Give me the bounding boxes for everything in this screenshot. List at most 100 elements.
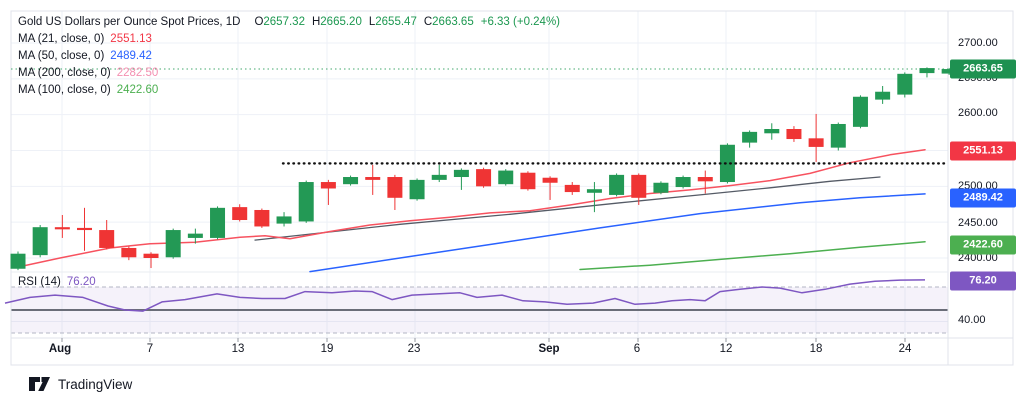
ma-50-label: MA (50, close, 0) <box>18 50 105 62</box>
ma-100-line <box>579 241 926 271</box>
candle-body <box>54 227 70 230</box>
candle-body <box>121 247 137 258</box>
candle-body <box>919 68 935 74</box>
ma-50-value: 2489.42 <box>110 50 152 62</box>
ma-200-value: 2282.50 <box>116 67 159 79</box>
rsi-label: RSI (14) <box>18 276 61 288</box>
tradingview-logo[interactable]: TradingView <box>28 374 132 394</box>
candle-body <box>764 129 780 134</box>
symbol-title-row[interactable]: Gold US Dollars per Ounce Spot Prices, 1… <box>18 14 560 31</box>
candle-body <box>742 131 758 143</box>
candle-body <box>520 172 536 190</box>
candle-body <box>254 209 270 227</box>
rsi-line <box>4 279 926 312</box>
candle-body <box>276 216 292 224</box>
trendline-line <box>254 176 881 241</box>
price-badge: 2551.13 <box>950 141 1016 161</box>
candle-body <box>897 73 913 95</box>
rsi-value: 76.20 <box>66 276 96 288</box>
open-label: O <box>254 16 264 28</box>
ma-21-legend-row[interactable]: MA (21, close, 0) 2551.13 <box>18 31 560 48</box>
candle-body <box>143 253 159 259</box>
candle-body <box>476 169 492 187</box>
ma-100-legend-row[interactable]: MA (100, close, 0) 2422.60 <box>18 82 560 99</box>
candle-body <box>609 174 625 195</box>
candle-body <box>99 230 115 248</box>
ma-50-legend-row[interactable]: MA (50, close, 0) 2489.42 <box>18 48 560 65</box>
close-label: C <box>423 16 433 28</box>
candle-body <box>941 69 957 74</box>
candle-body <box>387 177 403 198</box>
price-badge: 2663.65 <box>950 59 1016 79</box>
symbol-title: Gold US Dollars per Ounce Spot Prices, 1… <box>18 16 241 28</box>
candle-body <box>409 179 425 200</box>
ma-21-label: MA (21, close, 0) <box>18 33 105 45</box>
candle-body <box>586 189 602 193</box>
high-label: H <box>311 16 321 28</box>
price-axis[interactable]: 2700.002650.002600.002500.002450.002400.… <box>948 11 1024 365</box>
time-axis-label: 12 <box>719 343 733 355</box>
time-axis-label: Aug <box>48 343 72 355</box>
candle-body <box>564 184 580 193</box>
high-value: 2665.20 <box>320 16 362 28</box>
candle-body <box>498 170 514 185</box>
candle-body <box>852 96 868 127</box>
change-value: +6.33 (+0.24%) <box>480 16 561 28</box>
time-axis-label: Sep <box>538 343 560 355</box>
candle-body <box>320 182 336 189</box>
low-label: L <box>368 16 376 28</box>
ma-100-label: MA (100, close, 0) <box>18 84 111 96</box>
time-axis-label: 19 <box>320 343 334 355</box>
tradingview-logo-icon <box>29 377 50 391</box>
chart-legend: Gold US Dollars per Ounce Spot Prices, 1… <box>18 14 560 99</box>
ma-21-value: 2551.13 <box>110 33 152 45</box>
candle-body <box>653 182 669 193</box>
candle-body <box>719 144 735 183</box>
price-badge: 76.20 <box>950 271 1016 291</box>
candle-body <box>343 177 359 185</box>
time-axis-label: 7 <box>146 343 154 355</box>
tradingview-wordmark: TradingView <box>58 376 133 392</box>
time-axis-label: 13 <box>231 343 245 355</box>
candle-body <box>77 227 93 231</box>
candle-body <box>631 174 647 198</box>
time-axis-label: 18 <box>809 343 823 355</box>
candle-body <box>786 129 802 140</box>
price-badge: 2489.42 <box>950 188 1016 208</box>
candle-body <box>875 91 891 100</box>
price-axis-label: 40.00 <box>958 314 986 326</box>
price-badge: 2422.60 <box>950 235 1016 255</box>
price-axis-label: 2400.00 <box>958 252 998 264</box>
candle-body <box>830 123 846 148</box>
candle-body <box>365 177 381 180</box>
candle-body <box>697 177 713 182</box>
price-axis-label: 2600.00 <box>958 107 998 119</box>
ma-50-line <box>309 193 926 273</box>
open-value: 2657.32 <box>263 16 305 28</box>
candle-body <box>32 227 48 256</box>
chart-frame-border <box>10 10 1014 366</box>
candle-body <box>165 230 181 258</box>
ma-21-line <box>19 148 926 268</box>
candle-body <box>10 253 26 269</box>
candle-body <box>431 174 447 180</box>
time-axis-label: 23 <box>407 343 421 355</box>
close-value: 2663.65 <box>432 16 474 28</box>
candle-body <box>808 138 824 147</box>
ma-100-value: 2422.60 <box>116 84 159 96</box>
time-axis-label: 24 <box>898 343 912 355</box>
price-axis-label: 2700.00 <box>958 37 998 49</box>
rsi-legend-row[interactable]: RSI (14) 76.20 <box>18 276 96 288</box>
candle-body <box>453 169 469 178</box>
price-axis-label: 2450.00 <box>958 217 998 229</box>
candle-body <box>210 207 226 238</box>
candle-body <box>675 177 691 188</box>
ma-200-legend-row[interactable]: MA (200, close, 0) 2282.50 <box>18 65 560 82</box>
low-value: 2655.47 <box>375 16 417 28</box>
time-axis[interactable]: Aug 7 13 19 23 Sep 6 12 18 24 <box>0 343 948 363</box>
ma-200-label: MA (200, close, 0) <box>18 67 111 79</box>
candle-body <box>232 207 248 221</box>
time-axis-label: 6 <box>633 343 641 355</box>
